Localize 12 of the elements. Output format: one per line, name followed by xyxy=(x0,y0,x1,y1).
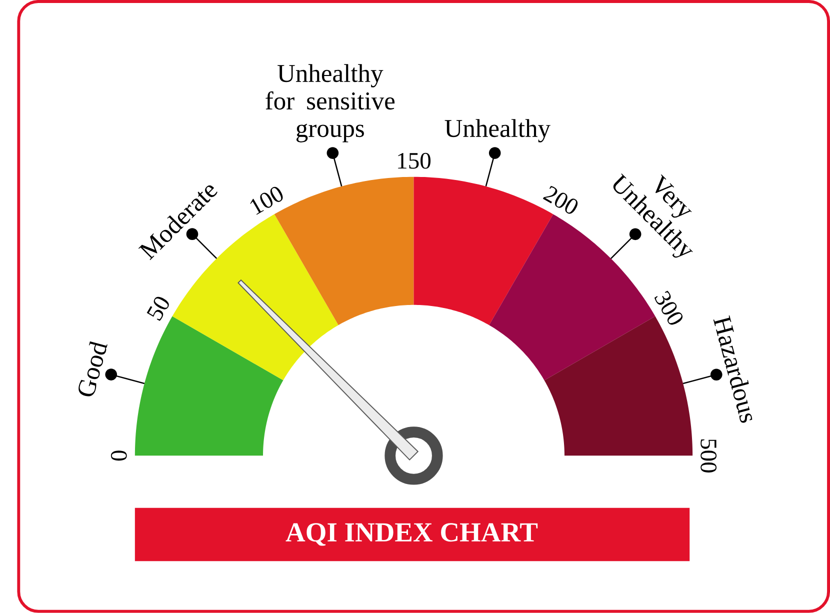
text: 50 xyxy=(146,297,169,321)
text: 100 xyxy=(250,186,283,215)
text: 0 xyxy=(110,450,127,461)
text: 200 xyxy=(542,186,578,214)
text: 500 xyxy=(700,439,717,473)
text: AQI INDEX CHART xyxy=(286,523,538,546)
slice-label: Unhealthy xyxy=(444,119,550,142)
text: 150 xyxy=(398,152,431,169)
slice-label: Good xyxy=(78,341,108,396)
slice-label: Unhealthy for sensitive groups xyxy=(266,64,395,142)
text: 300 xyxy=(654,290,683,325)
slice-label: Hazardous xyxy=(713,315,752,423)
